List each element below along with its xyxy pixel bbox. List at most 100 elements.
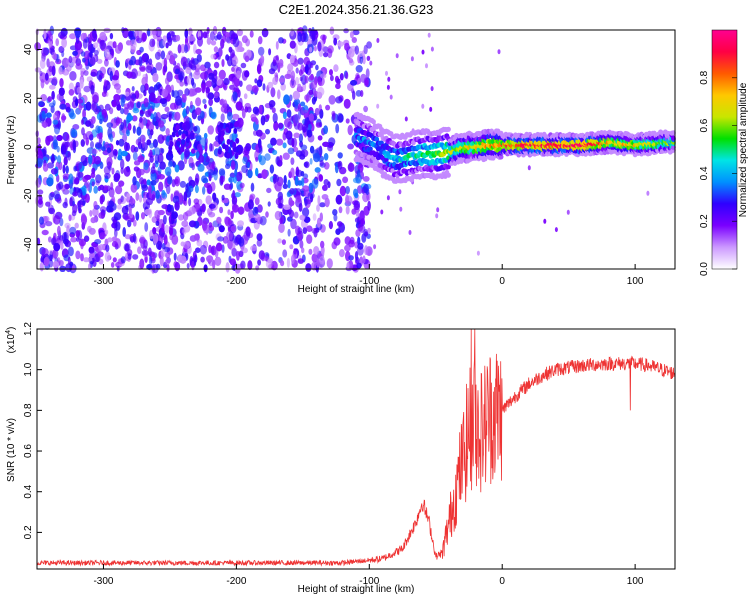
heatmap-y-ticks: -40 -20 0 20 40 [23,44,42,252]
heatmap-cell [83,235,90,242]
heatmap-cell [160,50,166,60]
heatmap-cell [75,176,80,185]
colorbar-tick-label: 0.4 [699,166,710,180]
heatmap-cell [159,256,164,267]
heatmap-cell [148,208,153,219]
heatmap-cell [165,252,171,259]
heatmap-cell [126,193,131,201]
heatmap-cell [53,215,61,225]
heatmap-cell [65,165,69,174]
heatmap-cell [283,94,290,105]
heatmap-cell [66,133,70,143]
heatmap-cell [271,107,276,114]
heatmap-cell [45,135,51,146]
heatmap-cell [218,168,226,176]
heatmap-cell [52,119,59,125]
heatmap-cell [368,146,373,152]
heatmap-cell [80,119,85,125]
heatmap-cell [92,28,97,39]
snr-x-ticks: -300 -200 -100 0 100 [93,564,644,587]
heatmap-cell [188,157,194,167]
heatmap-cell [78,207,82,214]
heatmap-cell [273,121,279,131]
heatmap-cell [147,185,152,194]
heatmap-cell [111,236,118,243]
heatmap-cell [344,244,351,252]
heatmap-cell [261,28,269,38]
heatmap-cell [318,104,322,112]
heatmap-cell [197,163,205,172]
heatmap-cell [430,46,434,52]
heatmap-cell [37,143,42,152]
heatmap-cell [158,120,165,128]
heatmap-cell [136,101,141,108]
heatmap-cell [123,107,129,115]
heatmap-cell [227,218,232,226]
heatmap-cell [212,192,217,202]
heatmap-cell [160,148,165,154]
heatmap-cell [76,236,80,242]
heatmap-cell [294,211,299,219]
heatmap-cell [157,134,165,144]
heatmap-cell [257,138,262,149]
heatmap-cell [118,148,122,159]
heatmap-cell [106,161,112,169]
heatmap-cell [94,239,102,245]
heatmap-cell [223,77,230,86]
heatmap-cell [306,225,313,232]
heatmap-cell [387,76,391,82]
heatmap-cell [191,148,196,154]
heatmap-cell [498,154,504,160]
heatmap-cell [135,35,140,42]
heatmap-cell [316,91,323,99]
heatmap-cell [252,106,259,115]
heatmap-cell [90,217,97,224]
heatmap-cell [88,154,93,165]
heatmap-cell [148,58,153,66]
heatmap-cell [166,204,172,213]
heatmap-cell [363,228,368,237]
heatmap-cell [351,37,357,43]
heatmap-cell [48,30,52,38]
heatmap-cell [79,79,84,89]
heatmap-cell [178,192,183,203]
heatmap-cell [205,155,211,163]
heatmap-cell [360,218,366,225]
heatmap-cell [98,212,106,219]
heatmap-cell [235,120,239,127]
heatmap-cell [107,237,113,243]
heatmap-cell [99,39,106,51]
heatmap-cell [73,165,78,172]
heatmap-cell [131,115,138,122]
heatmap-cell [80,139,86,147]
heatmap-cell [96,58,103,64]
heatmap-cell [181,93,187,103]
heatmap-cell [75,98,79,107]
heatmap-cell [61,37,67,49]
heatmap-cell [39,58,46,69]
heatmap-cell [178,214,184,221]
heatmap-cell [195,135,202,142]
heatmap-cell [80,214,88,225]
heatmap-cell [273,176,277,184]
heatmap-cell [78,104,83,111]
heatmap-cell [120,121,124,131]
heatmap-cell [284,73,292,79]
heatmap-cell [145,65,153,74]
heatmap-cell [446,164,451,170]
heatmap-cell [53,232,57,240]
heatmap-cell [376,103,380,109]
heatmap-cell [127,30,134,38]
heatmap-x-ticks: -300 -200 -100 0 100 [93,264,644,287]
heatmap-cell [290,70,296,81]
heatmap-cell [94,108,100,115]
heatmap-cell [47,96,52,103]
heatmap-cell [115,185,123,195]
heatmap-cell [184,44,188,54]
heatmap-cell [37,189,44,195]
heatmap-cell [236,28,243,37]
heatmap-cell [356,262,362,269]
snr-scale-exponent: 4 [5,330,12,334]
heatmap-cell [242,150,250,156]
